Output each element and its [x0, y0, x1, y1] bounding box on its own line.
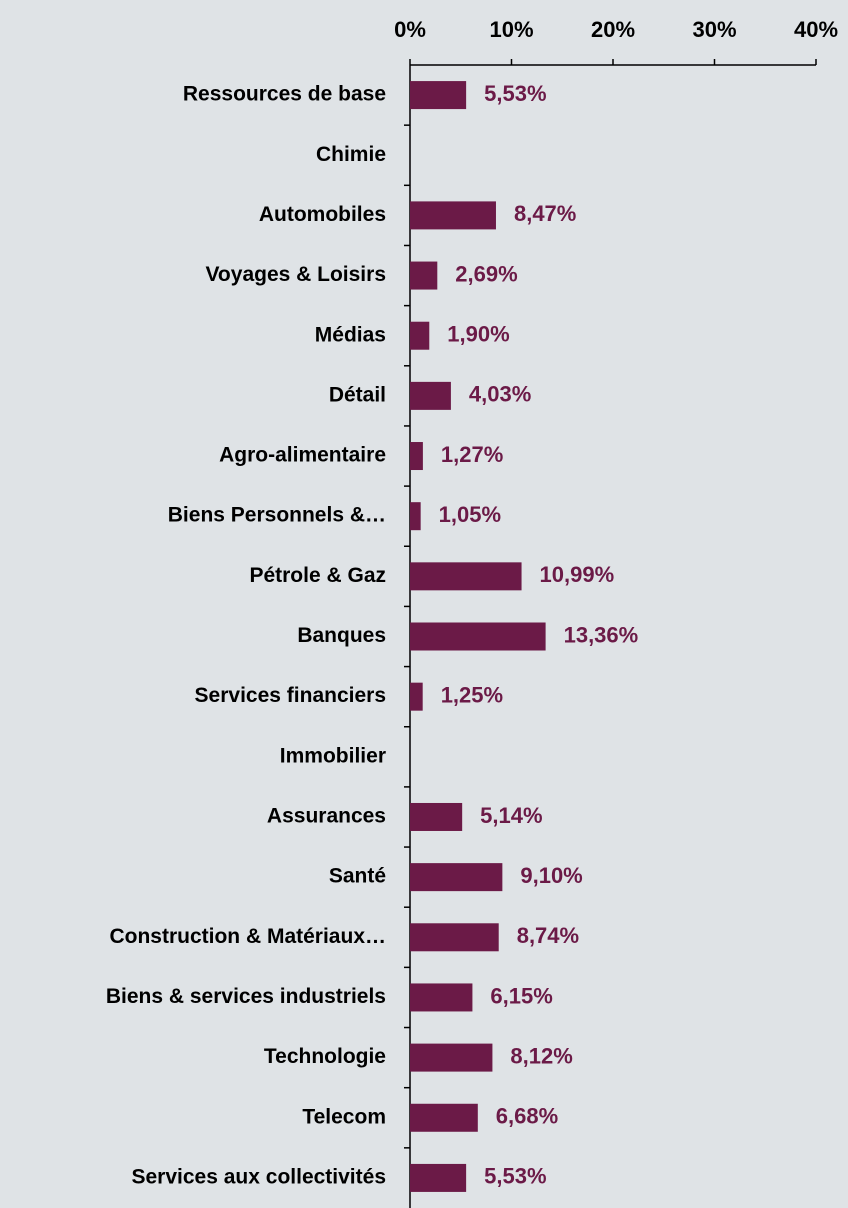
x-tick-label: 40% — [794, 17, 838, 42]
y-tick-label: Assurances — [267, 805, 386, 828]
x-tick-label: 0% — [394, 17, 426, 42]
value-label: 6,68% — [496, 1104, 558, 1129]
value-label: 8,74% — [517, 923, 579, 948]
value-label: 5,14% — [480, 803, 542, 828]
y-tick-label: Banques — [297, 624, 386, 647]
x-tick-label: 20% — [591, 17, 635, 42]
bar — [410, 81, 467, 110]
bar — [410, 201, 496, 230]
y-tick-label: Automobiles — [259, 203, 386, 226]
bar — [410, 983, 473, 1012]
y-tick-label: Biens & services industriels — [106, 985, 386, 1008]
y-tick-label: Agro-alimentaire — [219, 444, 386, 467]
value-label: 1,05% — [439, 502, 501, 527]
bar — [410, 863, 503, 892]
value-label: 1,25% — [441, 682, 503, 707]
value-label: 4,03% — [469, 382, 531, 407]
bar — [410, 381, 451, 410]
bar — [410, 1163, 467, 1192]
y-tick-label: Ressources de base — [183, 83, 386, 106]
value-label: 9,10% — [520, 863, 582, 888]
y-tick-label: Pétrole & Gaz — [249, 564, 386, 587]
value-label: 5,53% — [484, 81, 546, 106]
x-tick-label: 30% — [692, 17, 736, 42]
bar — [410, 682, 423, 711]
bar — [410, 622, 546, 651]
y-tick-label: Santé — [329, 865, 386, 888]
bar — [410, 1043, 493, 1072]
bar — [410, 502, 421, 531]
y-tick-label: Technologie — [264, 1045, 386, 1068]
value-label: 5,53% — [484, 1164, 546, 1189]
y-tick-label: Médias — [315, 323, 386, 346]
value-label: 1,90% — [447, 322, 509, 347]
value-label: 1,27% — [441, 442, 503, 467]
bar — [410, 261, 438, 290]
bar — [410, 802, 463, 831]
y-tick-label: Telecom — [302, 1105, 386, 1128]
value-label: 10,99% — [540, 562, 615, 587]
y-tick-label: Détail — [329, 383, 386, 406]
value-label: 13,36% — [564, 622, 639, 647]
value-label: 2,69% — [455, 261, 517, 286]
y-tick-label: Construction & Matériaux… — [109, 925, 386, 948]
bar — [410, 1103, 478, 1132]
bar — [410, 321, 430, 350]
y-tick-label: Immobilier — [280, 744, 386, 767]
value-label: 6,15% — [490, 983, 552, 1008]
y-tick-label: Biens Personnels &… — [168, 504, 386, 527]
bar — [410, 923, 499, 952]
y-tick-label: Services aux collectivités — [132, 1165, 387, 1188]
x-tick-label: 10% — [489, 17, 533, 42]
y-tick-label: Chimie — [316, 143, 386, 166]
value-label: 8,47% — [514, 201, 576, 226]
value-label: 8,12% — [510, 1043, 572, 1068]
bar — [410, 562, 522, 591]
bar — [410, 442, 423, 471]
y-tick-label: Voyages & Loisirs — [205, 263, 386, 286]
y-tick-label: Services financiers — [195, 684, 386, 707]
